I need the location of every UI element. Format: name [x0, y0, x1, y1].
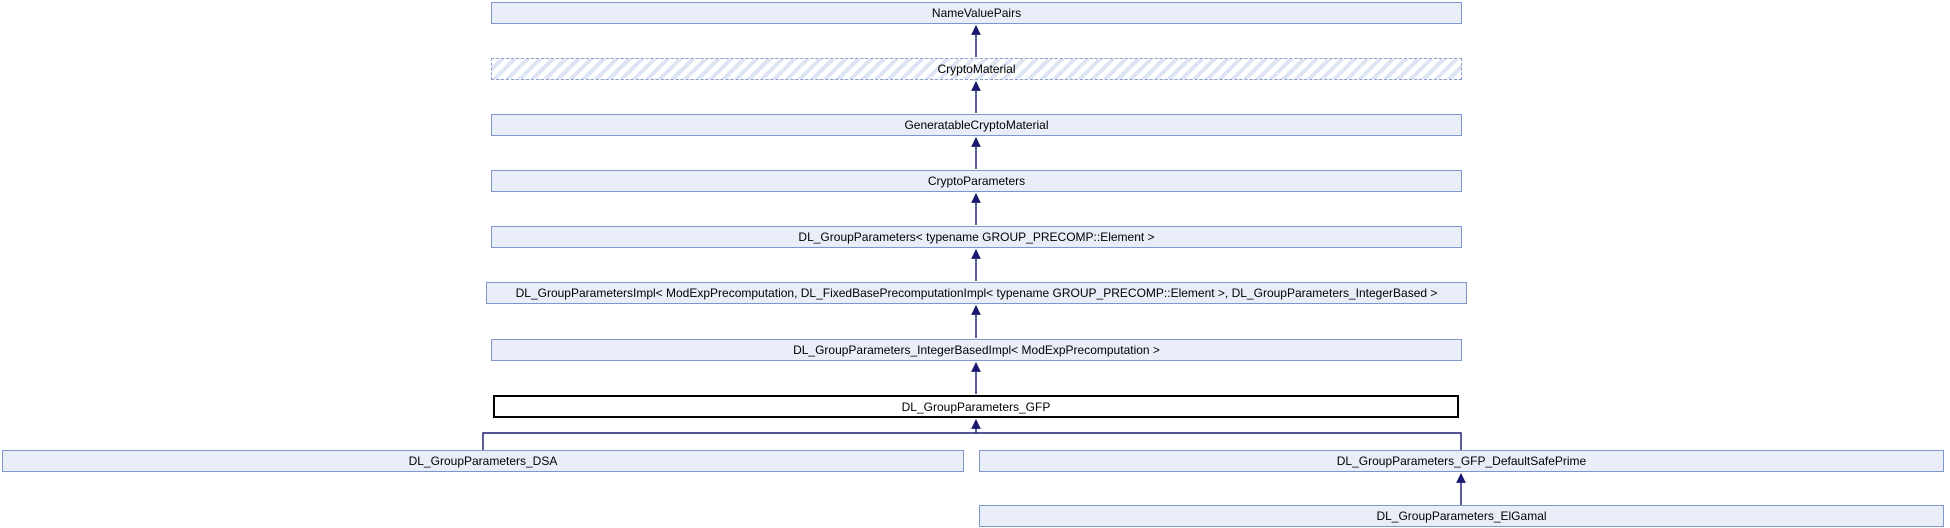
class-node-cryptoparameters[interactable]: CryptoParameters	[491, 170, 1462, 192]
class-node-dl-groupparameters-gfp-current[interactable]: DL_GroupParameters_GFP	[493, 395, 1459, 418]
class-node-label: DL_GroupParametersImpl< ModExpPrecomputa…	[515, 286, 1438, 300]
class-node-label: NameValuePairs	[931, 6, 1022, 20]
class-node-generatablecryptomaterial[interactable]: GeneratableCryptoMaterial	[491, 114, 1462, 136]
class-node-label: CryptoParameters	[927, 174, 1026, 188]
class-node-namevaluepairs[interactable]: NameValuePairs	[491, 2, 1462, 24]
edge-elbow-dsa-defaultsafeprime	[482, 432, 1462, 450]
class-node-label: DL_GroupParameters_GFP	[901, 399, 1051, 414]
class-node-cryptomaterial[interactable]: CryptoMaterial	[491, 58, 1462, 80]
class-node-dl-groupparameters-integerbasedimpl[interactable]: DL_GroupParameters_IntegerBasedImpl< Mod…	[491, 339, 1462, 361]
class-node-label: DL_GroupParameters_DSA	[408, 454, 558, 468]
class-node-label: DL_GroupParameters< typename GROUP_PRECO…	[798, 230, 1155, 244]
class-node-dl-groupparameters-dsa[interactable]: DL_GroupParameters_DSA	[2, 450, 964, 472]
class-node-label: DL_GroupParameters_GFP_DefaultSafePrime	[1336, 454, 1587, 468]
class-node-dl-groupparameters-elgamal[interactable]: DL_GroupParameters_ElGamal	[979, 505, 1944, 527]
class-node-label: GeneratableCryptoMaterial	[904, 118, 1049, 132]
class-node-label: DL_GroupParameters_IntegerBasedImpl< Mod…	[793, 343, 1160, 357]
class-node-label: DL_GroupParameters_ElGamal	[1376, 509, 1547, 523]
class-node-dl-groupparametersimpl[interactable]: DL_GroupParametersImpl< ModExpPrecomputa…	[486, 282, 1467, 304]
class-node-dl-groupparameters-gfp-defaultsafeprime[interactable]: DL_GroupParameters_GFP_DefaultSafePrime	[979, 450, 1944, 472]
class-node-label: CryptoMaterial	[937, 62, 1016, 76]
class-node-dl-groupparameters[interactable]: DL_GroupParameters< typename GROUP_PRECO…	[491, 226, 1462, 248]
